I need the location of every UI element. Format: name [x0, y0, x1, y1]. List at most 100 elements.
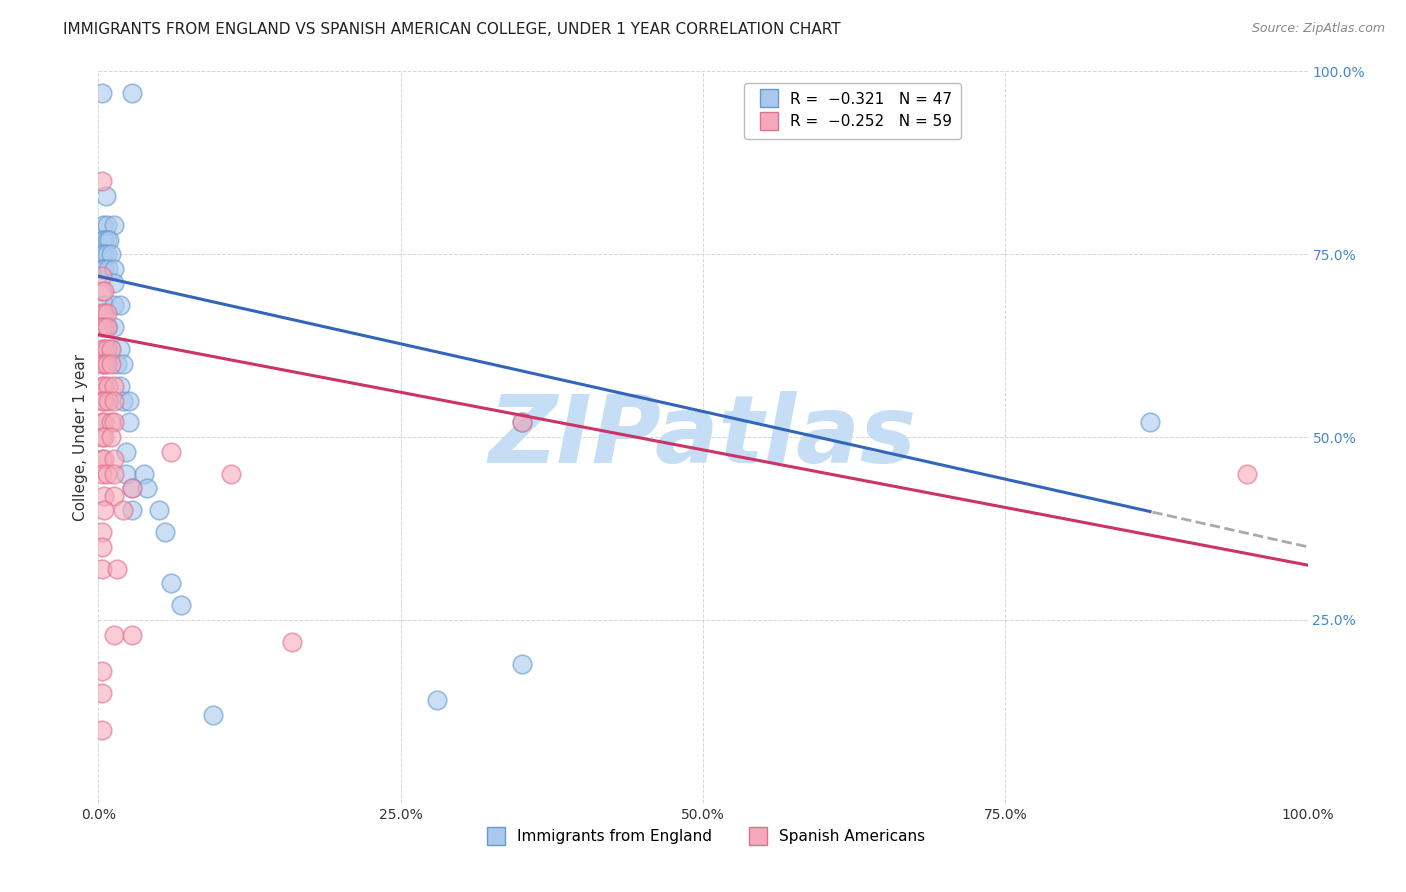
Point: [108, 298, 131, 312]
Point: [160, 444, 183, 458]
Point: [93, 357, 115, 371]
Point: [91, 233, 114, 247]
Point: [91, 174, 114, 188]
Point: [202, 708, 225, 723]
Point: [121, 627, 143, 641]
Point: [91, 320, 114, 334]
Point: [91, 686, 114, 700]
Point: [91, 467, 114, 481]
Point: [103, 261, 125, 276]
Point: [96, 247, 118, 261]
Point: [121, 87, 143, 101]
Point: [160, 576, 183, 591]
Point: [93, 430, 115, 444]
Legend: Immigrants from England, Spanish Americans: Immigrants from England, Spanish America…: [474, 822, 932, 850]
Point: [135, 481, 157, 495]
Point: [93, 261, 115, 276]
Text: Source: ZipAtlas.com: Source: ZipAtlas.com: [1251, 22, 1385, 36]
Point: [96, 357, 118, 371]
Point: [96, 467, 118, 481]
Point: [108, 379, 131, 393]
Point: [91, 452, 114, 467]
Point: [91, 562, 114, 576]
Point: [91, 540, 114, 554]
Point: [93, 416, 115, 430]
Point: [93, 452, 115, 467]
Point: [91, 416, 114, 430]
Point: [103, 452, 125, 467]
Point: [96, 233, 118, 247]
Point: [97, 393, 120, 408]
Point: [93, 343, 115, 357]
Point: [96, 306, 118, 320]
Point: [93, 393, 115, 408]
Point: [91, 723, 114, 737]
Point: [96, 320, 118, 334]
Point: [100, 343, 122, 357]
Point: [91, 247, 114, 261]
Point: [221, 467, 243, 481]
Point: [93, 298, 115, 312]
Point: [91, 664, 114, 678]
Point: [93, 233, 115, 247]
Point: [93, 379, 115, 393]
Point: [108, 343, 131, 357]
Point: [93, 247, 115, 261]
Point: [91, 430, 114, 444]
Text: IMMIGRANTS FROM ENGLAND VS SPANISH AMERICAN COLLEGE, UNDER 1 YEAR CORRELATION CH: IMMIGRANTS FROM ENGLAND VS SPANISH AMERI…: [63, 22, 841, 37]
Point: [111, 503, 134, 517]
Point: [91, 393, 114, 408]
Point: [98, 233, 121, 247]
Point: [93, 489, 115, 503]
Point: [134, 467, 156, 481]
Point: [91, 357, 114, 371]
Point: [93, 320, 115, 334]
Point: [153, 525, 176, 540]
Point: [91, 87, 114, 101]
Point: [100, 357, 122, 371]
Point: [105, 562, 128, 576]
Point: [426, 693, 449, 707]
Point: [96, 343, 118, 357]
Point: [103, 277, 125, 291]
Point: [103, 298, 125, 312]
Point: [100, 416, 122, 430]
Point: [1236, 467, 1258, 481]
Point: [91, 261, 114, 276]
Point: [103, 467, 125, 481]
Point: [103, 416, 125, 430]
Point: [97, 261, 120, 276]
Point: [100, 247, 122, 261]
Text: ZIPatlas: ZIPatlas: [489, 391, 917, 483]
Point: [103, 627, 125, 641]
Point: [169, 599, 191, 613]
Point: [115, 467, 138, 481]
Point: [91, 284, 114, 298]
Point: [111, 393, 134, 408]
Point: [94, 188, 117, 202]
Point: [91, 218, 114, 232]
Point: [91, 269, 114, 284]
Point: [97, 379, 120, 393]
Point: [148, 503, 170, 517]
Point: [510, 416, 533, 430]
Point: [281, 635, 304, 649]
Point: [103, 218, 125, 232]
Point: [103, 393, 125, 408]
Y-axis label: College, Under 1 year: College, Under 1 year: [73, 353, 89, 521]
Point: [96, 218, 118, 232]
Point: [105, 357, 128, 371]
Point: [91, 306, 114, 320]
Point: [100, 343, 122, 357]
Point: [91, 379, 114, 393]
Point: [93, 503, 115, 517]
Point: [103, 379, 125, 393]
Point: [1139, 416, 1161, 430]
Point: [118, 393, 141, 408]
Point: [97, 320, 120, 334]
Point: [91, 343, 114, 357]
Point: [93, 306, 115, 320]
Point: [103, 320, 125, 334]
Point: [111, 357, 134, 371]
Point: [118, 416, 141, 430]
